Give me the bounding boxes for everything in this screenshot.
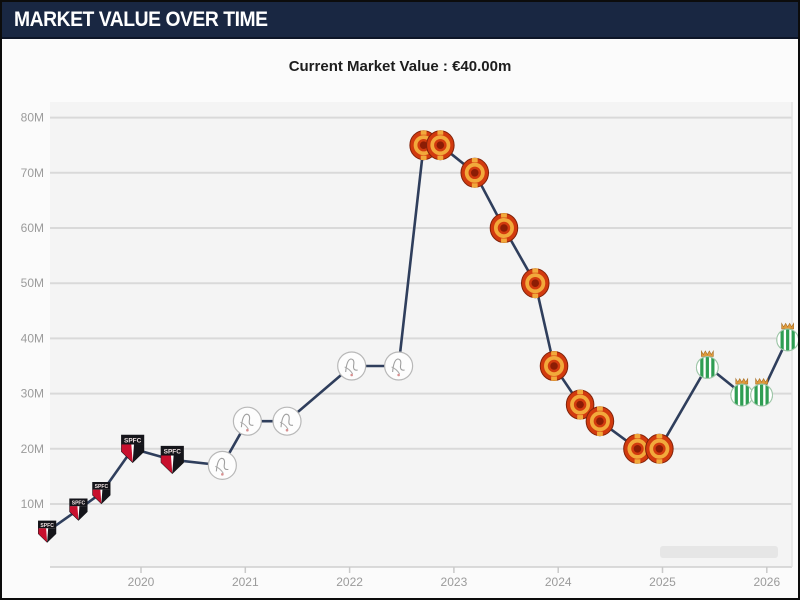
x-axis-tick-label: 2025 xyxy=(649,575,676,589)
data-point-betis[interactable] xyxy=(695,349,719,379)
x-axis-tick-label: 2022 xyxy=(336,575,363,589)
svg-text:SPFC: SPFC xyxy=(72,501,86,507)
data-point-ajax[interactable] xyxy=(272,406,302,436)
data-point-manutd[interactable] xyxy=(539,351,569,381)
x-axis: 2020 2021 2022 2023 2024 2025 2026 xyxy=(128,567,780,589)
data-point-betis[interactable] xyxy=(776,322,799,352)
y-axis-tick-label: 50M xyxy=(21,276,44,290)
data-point-manutd[interactable] xyxy=(489,213,519,243)
page-title: MARKET VALUE OVER TIME xyxy=(14,7,268,31)
svg-text:SPFC: SPFC xyxy=(95,484,109,490)
data-point-betis[interactable] xyxy=(750,377,774,407)
data-point-ajax[interactable] xyxy=(207,450,237,480)
x-axis-tick-label: 2023 xyxy=(441,575,468,589)
x-axis-tick-label: 2024 xyxy=(545,575,572,589)
data-point-manutd[interactable] xyxy=(645,433,674,464)
y-axis-tick-label: 10M xyxy=(21,497,44,511)
data-point-ajax[interactable] xyxy=(232,406,262,436)
current-market-value-label: Current Market Value : €40.00m xyxy=(288,58,512,75)
title-bar: MARKET VALUE OVER TIME xyxy=(2,2,798,39)
data-point-saopaulo[interactable]: SPFC xyxy=(92,481,111,505)
data-point-saopaulo[interactable]: SPFC xyxy=(69,498,88,521)
data-point-manutd[interactable] xyxy=(460,157,490,188)
svg-text:SPFC: SPFC xyxy=(40,523,54,529)
x-axis-tick-label: 2021 xyxy=(232,575,259,589)
y-axis-tick-label: 20M xyxy=(21,442,44,456)
data-point-manutd[interactable] xyxy=(565,389,595,420)
data-point-saopaulo[interactable]: SPFC xyxy=(38,520,57,543)
y-axis-tick-label: 30M xyxy=(21,387,44,401)
data-point-saopaulo[interactable]: SPFC xyxy=(160,445,184,475)
data-point-manutd[interactable] xyxy=(520,268,550,299)
data-point-saopaulo[interactable]: SPFC xyxy=(121,434,145,463)
svg-text:SPFC: SPFC xyxy=(124,438,142,445)
y-axis-tick-label: 60M xyxy=(21,221,44,235)
x-axis-tick-label: 2020 xyxy=(128,575,155,589)
data-point-manutd[interactable] xyxy=(426,130,455,161)
data-point-manutd[interactable] xyxy=(585,406,615,437)
data-point-ajax[interactable] xyxy=(384,351,414,381)
y-axis-tick-label: 70M xyxy=(21,166,44,180)
y-axis-tick-label: 80M xyxy=(21,111,44,125)
y-axis-tick-label: 40M xyxy=(21,331,44,345)
x-axis-tick-label: 2026 xyxy=(753,575,780,589)
data-point-manutd[interactable] xyxy=(623,433,652,464)
svg-text:SPFC: SPFC xyxy=(164,449,182,456)
watermark xyxy=(660,546,778,558)
data-point-ajax[interactable] xyxy=(337,351,367,381)
